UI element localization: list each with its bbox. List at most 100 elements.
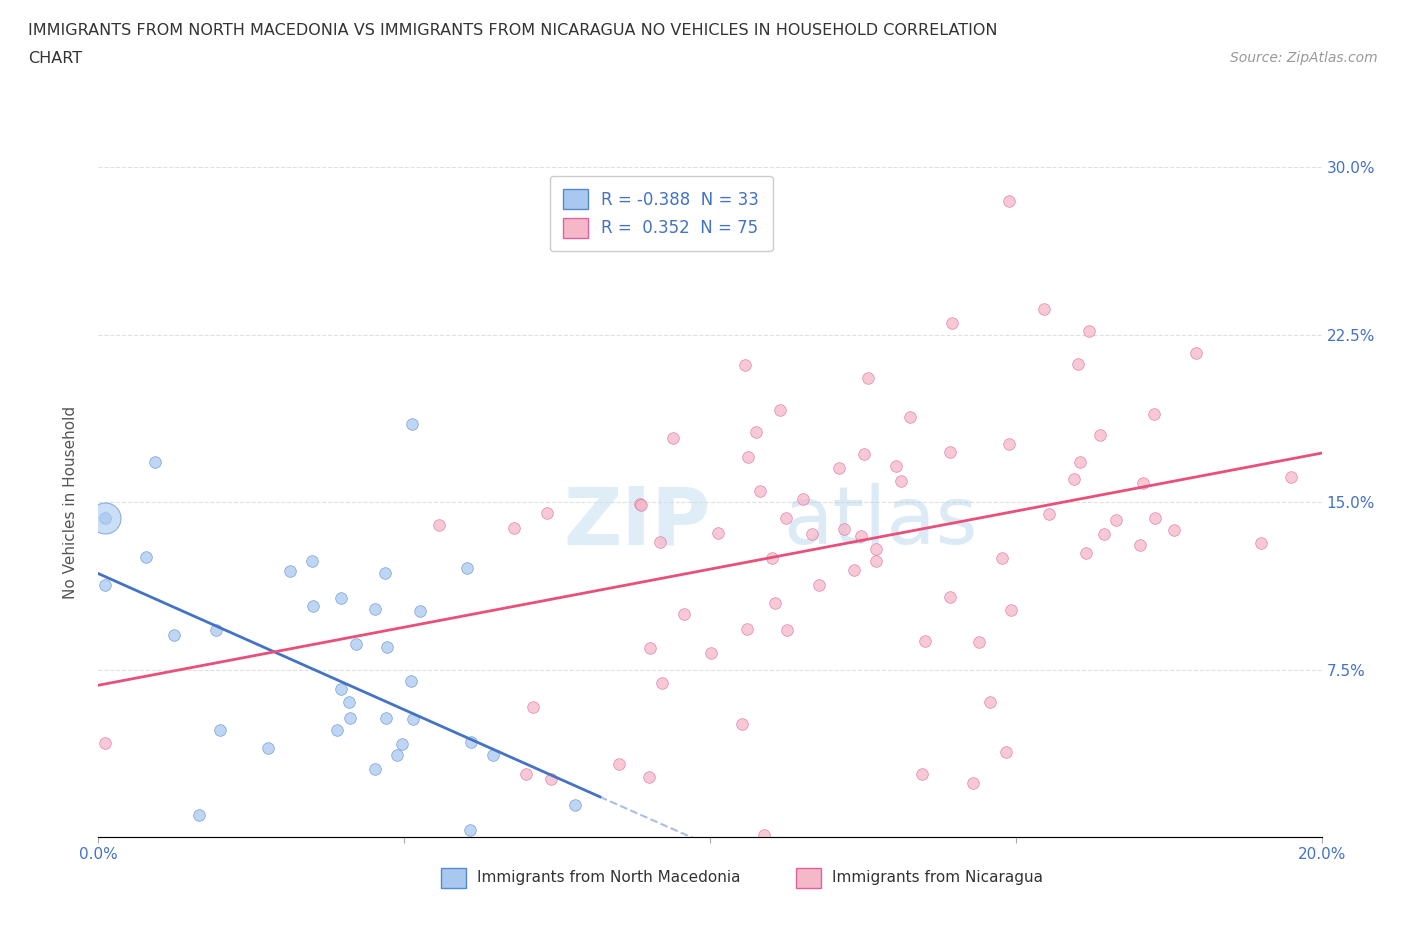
Point <box>744 425 766 440</box>
Point <box>1038 507 1060 522</box>
Text: Source: ZipAtlas.com: Source: ZipAtlas.com <box>1230 51 1378 65</box>
Point <box>1129 538 1152 552</box>
Point <box>969 634 991 649</box>
Point <box>135 550 157 565</box>
Point <box>515 766 537 781</box>
Point <box>1092 526 1115 541</box>
Point <box>637 770 659 785</box>
Point <box>1184 345 1206 360</box>
Point <box>630 498 652 512</box>
Point <box>761 551 783 565</box>
Point <box>737 450 759 465</box>
Point <box>280 564 302 578</box>
Point <box>143 455 166 470</box>
Point <box>1078 323 1101 338</box>
Text: IMMIGRANTS FROM NORTH MACEDONIA VS IMMIGRANTS FROM NICARAGUA NO VEHICLES IN HOUS: IMMIGRANTS FROM NORTH MACEDONIA VS IMMIG… <box>28 23 998 38</box>
Point <box>1033 301 1056 316</box>
Point <box>1063 472 1085 486</box>
Point <box>93 511 115 525</box>
Point <box>391 737 413 751</box>
Point <box>707 525 730 540</box>
Point <box>842 563 865 578</box>
Point <box>890 473 912 488</box>
Point <box>385 748 408 763</box>
Text: ZIP: ZIP <box>564 484 710 562</box>
Point <box>998 193 1021 208</box>
Point <box>409 604 432 618</box>
Point <box>1088 427 1111 442</box>
Point <box>808 578 831 592</box>
Point <box>329 682 352 697</box>
Point <box>1143 406 1166 421</box>
Point <box>1105 512 1128 527</box>
Text: Immigrants from North Macedonia: Immigrants from North Macedonia <box>478 870 741 885</box>
Point <box>914 633 936 648</box>
Point <box>792 491 814 506</box>
Point <box>1000 603 1022 618</box>
Text: Immigrants from Nicaragua: Immigrants from Nicaragua <box>832 870 1043 885</box>
Point <box>427 518 450 533</box>
Point <box>911 766 934 781</box>
Point <box>326 723 349 737</box>
Point <box>401 417 423 432</box>
Point <box>401 673 423 688</box>
Point <box>458 823 481 838</box>
Point <box>205 622 228 637</box>
Point <box>363 762 385 777</box>
Point <box>209 723 232 737</box>
Point <box>401 711 423 726</box>
Point <box>662 431 685 445</box>
Point <box>329 591 352 606</box>
Point <box>460 735 482 750</box>
Point <box>1067 356 1090 371</box>
Y-axis label: No Vehicles in Household: No Vehicles in Household <box>63 405 77 599</box>
Point <box>849 528 872 543</box>
Point <box>834 522 856 537</box>
Point <box>540 772 562 787</box>
Point <box>607 757 630 772</box>
Point <box>749 484 772 498</box>
Point <box>630 497 652 512</box>
Point <box>673 606 696 621</box>
Point <box>364 602 387 617</box>
Point <box>699 645 721 660</box>
Point <box>884 458 907 473</box>
Point <box>374 565 396 580</box>
Point <box>752 828 775 843</box>
Point <box>456 561 478 576</box>
Text: atlas: atlas <box>783 484 977 562</box>
Point <box>763 596 786 611</box>
Point <box>856 370 879 385</box>
Point <box>564 798 586 813</box>
Point <box>979 695 1001 710</box>
Point <box>651 675 673 690</box>
Point <box>865 542 887 557</box>
Point <box>536 506 558 521</box>
Point <box>482 748 505 763</box>
Point <box>163 627 186 642</box>
Point <box>503 520 526 535</box>
Point <box>852 446 875 461</box>
Point <box>962 776 984 790</box>
Point <box>1069 454 1091 469</box>
Point <box>735 621 758 636</box>
Point <box>731 717 754 732</box>
Point <box>344 637 367 652</box>
Point <box>93 511 115 525</box>
Point <box>301 553 323 568</box>
Point <box>375 640 398 655</box>
Point <box>800 526 823 541</box>
Point <box>994 745 1017 760</box>
Point <box>302 599 325 614</box>
Point <box>1163 523 1185 538</box>
Point <box>1132 475 1154 490</box>
Point <box>93 578 115 592</box>
Point <box>776 622 799 637</box>
Point <box>941 315 963 330</box>
Point <box>865 554 887 569</box>
Point <box>1144 511 1167 525</box>
Point <box>374 711 396 725</box>
Point <box>1074 545 1097 560</box>
Point <box>522 699 544 714</box>
Point <box>638 641 661 656</box>
